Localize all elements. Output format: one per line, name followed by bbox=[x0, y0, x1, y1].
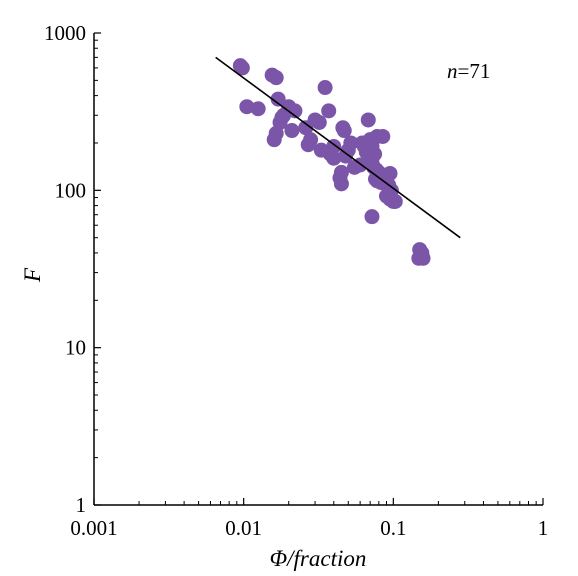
data-point bbox=[360, 112, 376, 128]
data-point bbox=[382, 165, 398, 181]
data-point bbox=[276, 107, 292, 123]
data-point bbox=[250, 101, 266, 117]
data-point bbox=[321, 103, 337, 119]
x-axis-label: Φ/fraction bbox=[270, 546, 367, 571]
axis-ticks: 0.001 0.01 0.1 1 1 10 100 1000 bbox=[44, 21, 548, 540]
data-point bbox=[287, 103, 303, 119]
data-point bbox=[333, 176, 349, 192]
x-tick-label: 0.1 bbox=[380, 516, 406, 540]
y-tick-label: 1 bbox=[76, 493, 87, 517]
fit-line-group bbox=[215, 56, 461, 239]
data-points bbox=[232, 58, 431, 266]
data-point bbox=[234, 60, 250, 76]
data-point bbox=[311, 114, 327, 130]
data-point bbox=[326, 150, 342, 166]
data-point bbox=[336, 123, 352, 139]
axes bbox=[93, 33, 543, 506]
data-point bbox=[300, 137, 316, 153]
x-tick-label: 0.01 bbox=[225, 516, 262, 540]
y-tick-label: 100 bbox=[55, 178, 87, 202]
data-point bbox=[239, 99, 255, 115]
annotation-n: n=71 bbox=[447, 59, 490, 83]
data-point bbox=[415, 250, 431, 266]
data-point bbox=[268, 70, 284, 86]
annotation-n-value: =71 bbox=[458, 59, 491, 83]
data-point bbox=[338, 148, 354, 164]
data-point bbox=[362, 132, 378, 148]
data-point bbox=[266, 132, 282, 148]
data-point bbox=[378, 188, 394, 204]
data-point bbox=[317, 80, 333, 96]
data-point bbox=[284, 123, 300, 139]
y-tick-label: 1000 bbox=[44, 21, 86, 45]
data-point bbox=[375, 128, 391, 144]
x-tick-label: 1 bbox=[538, 516, 549, 540]
fit-line bbox=[215, 56, 461, 239]
data-point bbox=[270, 91, 286, 107]
y-tick-label: 10 bbox=[65, 336, 86, 360]
y-axis-label: F bbox=[20, 267, 45, 283]
annotation-n-italic: n bbox=[447, 59, 458, 83]
x-tick-label: 0.001 bbox=[70, 516, 117, 540]
data-point bbox=[364, 209, 380, 225]
